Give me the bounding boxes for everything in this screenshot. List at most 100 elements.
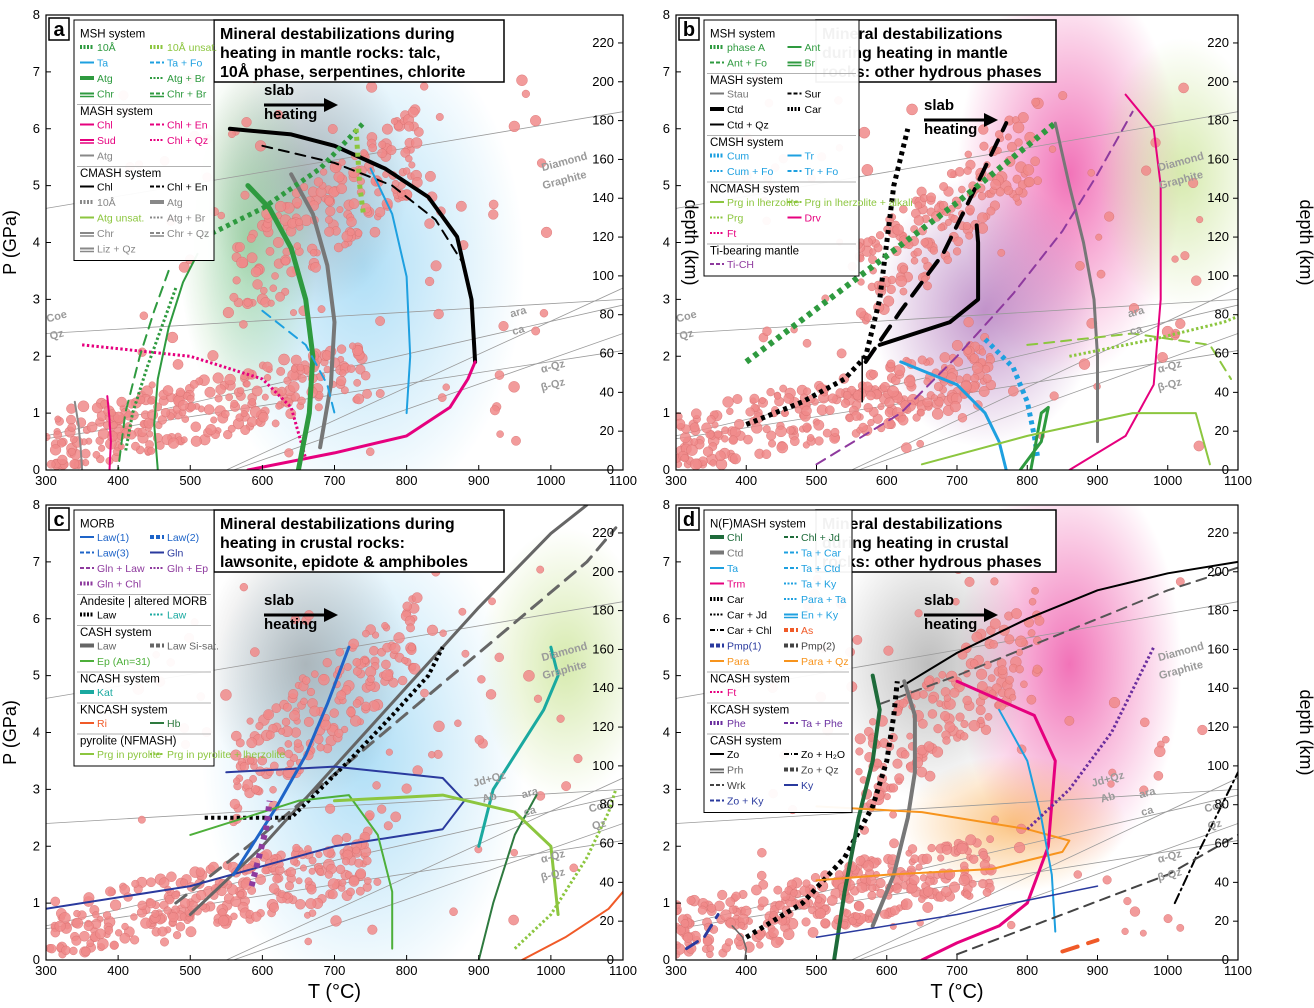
pt-estimate-point	[196, 890, 207, 901]
pt-estimate-point	[980, 724, 992, 735]
y-tick-label: 5	[663, 668, 670, 683]
pt-estimate-point	[556, 714, 565, 723]
legend-entry-label: Atg + Br	[167, 73, 206, 85]
pt-estimate-point	[536, 158, 547, 168]
pt-estimate-point	[802, 422, 812, 432]
legend-entry-label: Ant + Fo	[727, 58, 767, 70]
reference-label: Qz	[1206, 817, 1223, 832]
pt-estimate-point	[401, 783, 412, 794]
pt-estimate-point	[50, 896, 61, 907]
pt-estimate-point	[923, 886, 934, 897]
reference-label: Qz	[678, 327, 695, 342]
pt-estimate-point	[773, 392, 782, 400]
pt-estimate-point	[873, 759, 882, 768]
pt-estimate-point	[488, 597, 496, 606]
pt-estimate-point	[724, 938, 734, 947]
pt-estimate-point	[146, 898, 156, 909]
pt-estimate-point	[978, 879, 988, 889]
pt-estimate-point	[220, 689, 232, 701]
legend-entry-label: Drv	[805, 213, 822, 225]
pt-estimate-point	[308, 909, 317, 917]
legend-entry-label: Kat	[97, 687, 113, 699]
depth-axis-label: depth (km)	[1296, 689, 1314, 775]
pt-estimate-point	[1014, 138, 1023, 147]
pt-estimate-point	[269, 284, 277, 292]
pt-estimate-point	[1171, 255, 1179, 263]
pt-estimate-point	[166, 871, 177, 882]
pt-estimate-point	[680, 919, 690, 928]
pt-estimate-point	[81, 459, 90, 467]
pt-estimate-point	[435, 113, 444, 121]
series-line-as	[1060, 938, 1100, 954]
pt-estimate-point	[336, 206, 344, 214]
pt-estimate-point	[414, 127, 424, 137]
y-tick-label: 3	[33, 781, 40, 796]
pt-estimate-point	[317, 305, 326, 314]
pt-estimate-point	[324, 870, 333, 879]
pt-estimate-point	[937, 223, 946, 232]
pt-estimate-point	[306, 884, 317, 895]
legend-entry-label: As	[801, 625, 813, 637]
legend-entry-label: Chr + Br	[167, 89, 207, 101]
depth-tick-label: 140	[1207, 680, 1229, 695]
pt-estimate-point	[355, 868, 367, 879]
pt-estimate-point	[235, 242, 245, 252]
pt-estimate-point	[160, 408, 171, 418]
pt-estimate-point	[709, 459, 717, 467]
pt-estimate-point	[185, 926, 197, 938]
series-line-ctd	[870, 679, 917, 928]
x-tick-label: 300	[35, 473, 57, 488]
pt-estimate-point	[952, 247, 962, 256]
pt-estimate-point	[887, 275, 897, 285]
series-line-wrk	[956, 833, 1238, 956]
pt-estimate-point	[751, 884, 762, 896]
pt-estimate-point	[1015, 665, 1024, 674]
pt-estimate-point	[363, 877, 372, 885]
pt-estimate-point	[352, 846, 361, 855]
legend-entry-label: Ctd	[727, 548, 744, 560]
pt-estimate-point	[715, 450, 726, 461]
reference-label: Ab	[1099, 790, 1117, 805]
pt-estimate-point	[856, 882, 868, 893]
pt-estimate-point	[377, 148, 387, 159]
pt-estimate-point	[217, 211, 226, 220]
pt-estimate-point	[204, 386, 216, 398]
pt-estimate-point	[995, 130, 1004, 139]
legend-entry-label: Zo + Qz	[801, 765, 839, 777]
pt-estimate-point	[362, 856, 372, 866]
pt-estimate-point	[1022, 164, 1035, 176]
series-line-chl-cmash-	[227, 126, 478, 364]
pt-estimate-point	[936, 700, 944, 708]
pt-estimate-point	[240, 425, 251, 435]
legend-group-header: KCASH system	[710, 705, 789, 717]
pt-estimate-point	[260, 286, 268, 295]
pt-estimate-point	[458, 607, 467, 616]
pt-estimate-point	[511, 435, 521, 446]
pt-estimate-point	[855, 747, 864, 756]
pt-estimate-point	[931, 408, 944, 420]
pt-estimate-point	[291, 197, 303, 208]
legend-entry-label: Hb	[167, 718, 181, 730]
pt-estimate-point	[951, 339, 963, 351]
legend-box	[703, 19, 860, 277]
pt-estimate-point	[167, 437, 180, 449]
legend-entry-label: Ta	[727, 563, 738, 575]
pt-estimate-point	[855, 307, 867, 318]
pt-estimate-point	[175, 922, 186, 932]
legend-group-header: MORB	[80, 519, 115, 531]
legend-entry-label: Ta + Car	[801, 548, 841, 560]
legend-entry-label: Pmp(2)	[801, 641, 835, 653]
pt-estimate-point	[310, 249, 318, 257]
depth-tick-label: 40	[600, 874, 614, 889]
pt-estimate-point	[263, 374, 272, 382]
plot-area	[676, 15, 1238, 470]
legend-entry-label: Ep (An=31)	[97, 656, 150, 668]
pt-estimate-point	[783, 393, 794, 404]
legend-entry-label: Car + Jd	[727, 610, 767, 622]
pt-estimate-point	[437, 393, 447, 402]
y-tick-label: 8	[33, 497, 40, 512]
pt-estimate-point	[858, 422, 868, 432]
